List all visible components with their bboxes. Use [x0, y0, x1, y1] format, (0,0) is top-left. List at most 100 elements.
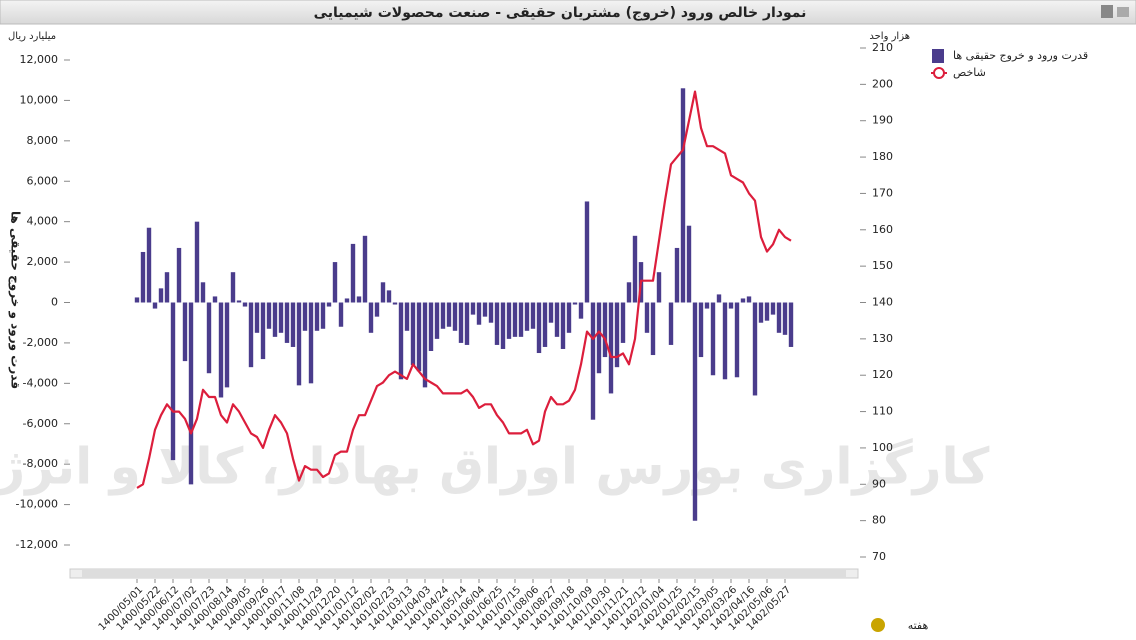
bar — [470, 302, 476, 315]
y2-tick-label: 140 — [872, 296, 893, 309]
bar — [332, 262, 338, 303]
bar — [482, 302, 488, 317]
bar — [188, 302, 194, 485]
bar — [452, 302, 458, 331]
bar — [134, 297, 140, 303]
bar — [536, 302, 542, 354]
y-unit: میلیارد ریال — [8, 31, 56, 42]
bar — [530, 302, 536, 329]
bar — [356, 296, 362, 303]
bar — [158, 288, 164, 303]
y2-tick-label: 120 — [872, 368, 893, 381]
y-tick-label: -6,000 — [23, 417, 58, 430]
y-axis-label: قدرت ورود و خروج حقیقی ها — [8, 211, 23, 389]
bar — [620, 302, 626, 343]
bar — [380, 282, 386, 303]
bar — [272, 302, 278, 337]
bar — [548, 302, 554, 323]
y2-unit: هزار واحد — [869, 31, 910, 42]
bar — [254, 302, 260, 333]
bar — [590, 302, 596, 420]
bar — [752, 302, 758, 396]
y-tick-label: -10,000 — [16, 498, 58, 511]
bar — [680, 88, 686, 303]
bar — [584, 201, 590, 303]
refresh-icon[interactable] — [871, 618, 885, 632]
bar — [692, 302, 698, 521]
bar — [644, 302, 650, 333]
bar — [302, 302, 308, 331]
y2-tick-label: 130 — [872, 332, 893, 345]
bar — [464, 302, 470, 345]
bar — [650, 302, 656, 356]
bar — [674, 247, 680, 303]
bar — [626, 282, 632, 303]
legend-swatch — [933, 67, 945, 79]
bar — [194, 221, 200, 303]
bar — [698, 302, 704, 358]
bar — [248, 302, 254, 368]
bar — [554, 302, 560, 337]
bar — [200, 282, 206, 303]
bar — [746, 296, 752, 303]
bar — [668, 302, 674, 345]
bar — [416, 302, 422, 372]
y-tick-label: 10,000 — [20, 93, 59, 106]
bar — [710, 302, 716, 376]
bar — [368, 302, 374, 333]
watermark: کارگزاری بورس اوراق بهادار، کالا و انرژی — [0, 438, 990, 497]
y-tick-label: -8,000 — [23, 457, 58, 470]
y-tick-label: -12,000 — [16, 538, 58, 551]
bar — [488, 302, 494, 323]
bar — [314, 302, 320, 331]
bar — [170, 302, 176, 461]
legend-label: قدرت ورود و خروج حقیقی ها — [953, 49, 1088, 62]
bar — [506, 302, 512, 339]
bar — [476, 302, 482, 325]
bar — [236, 300, 242, 303]
bar — [266, 302, 272, 329]
bar — [560, 302, 566, 349]
bar — [206, 302, 212, 374]
y2-tick-label: 160 — [872, 223, 893, 236]
bar — [566, 302, 572, 333]
export-icon[interactable] — [1101, 5, 1113, 18]
y-tick-label: -4,000 — [23, 376, 58, 389]
bar — [518, 302, 524, 337]
bar — [596, 302, 602, 374]
bar — [164, 272, 170, 303]
bar — [500, 302, 506, 349]
scroll-thumb[interactable] — [82, 570, 846, 577]
bar — [758, 302, 764, 323]
bar — [788, 302, 794, 347]
bar — [296, 302, 302, 386]
bar — [722, 302, 728, 380]
bar — [218, 302, 224, 398]
bar — [776, 302, 782, 333]
bar — [290, 302, 296, 347]
bar — [428, 302, 434, 351]
y2-tick-label: 90 — [872, 477, 886, 490]
bar — [578, 302, 584, 319]
bar — [284, 302, 290, 343]
bar — [260, 302, 266, 360]
y2-tick-label: 170 — [872, 186, 893, 199]
bar — [140, 251, 146, 303]
line — [136, 90, 792, 489]
bar — [410, 302, 416, 366]
bar — [770, 302, 776, 315]
legend-swatch — [932, 49, 944, 63]
bar — [146, 227, 152, 303]
y-tick-label: -2,000 — [23, 336, 58, 349]
y-tick-label: 12,000 — [20, 53, 59, 66]
y-tick-label: 4,000 — [27, 215, 59, 228]
bar — [656, 272, 662, 303]
bar — [386, 290, 392, 303]
bar — [176, 247, 182, 303]
bar — [212, 296, 218, 303]
print-icon[interactable] — [1117, 7, 1129, 17]
bar — [602, 302, 608, 358]
bar — [392, 302, 398, 305]
bar — [542, 302, 548, 347]
